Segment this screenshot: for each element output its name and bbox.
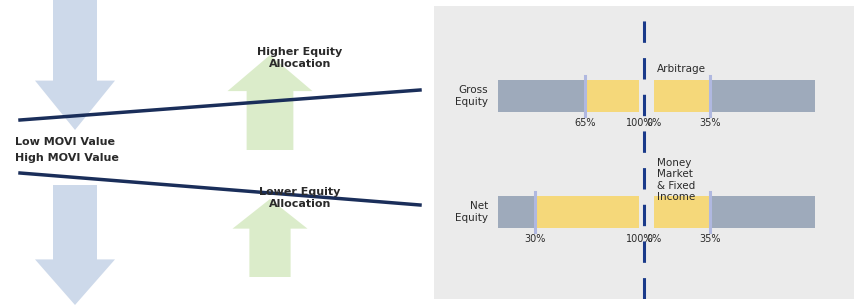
Bar: [586, 80, 639, 112]
Text: 100%: 100%: [625, 234, 653, 244]
Text: 30%: 30%: [524, 234, 545, 244]
Polygon shape: [228, 55, 312, 150]
Bar: [535, 196, 639, 228]
Bar: [654, 80, 710, 112]
Bar: [654, 196, 710, 228]
Text: 35%: 35%: [699, 234, 721, 244]
Text: 35%: 35%: [699, 118, 721, 128]
Text: Net
Equity: Net Equity: [455, 201, 488, 223]
Text: Money
Market
& Fixed
Income: Money Market & Fixed Income: [657, 158, 695, 202]
Text: Lower Equity
Allocation: Lower Equity Allocation: [260, 187, 341, 209]
Text: Gross
Equity: Gross Equity: [455, 85, 488, 107]
Text: 100%: 100%: [625, 118, 653, 128]
Text: Higher Equity
Allocation: Higher Equity Allocation: [257, 47, 342, 69]
Polygon shape: [35, 185, 115, 305]
Bar: [710, 196, 815, 228]
Bar: [710, 80, 815, 112]
Bar: [498, 80, 586, 112]
Text: 0%: 0%: [646, 234, 661, 244]
FancyBboxPatch shape: [432, 4, 856, 302]
Polygon shape: [35, 0, 115, 130]
Text: 65%: 65%: [574, 118, 596, 128]
Polygon shape: [232, 199, 308, 277]
Bar: [498, 196, 535, 228]
Text: 0%: 0%: [646, 118, 661, 128]
Text: Arbitrage: Arbitrage: [657, 64, 706, 74]
Text: Low MOVI Value: Low MOVI Value: [15, 137, 115, 147]
Text: High MOVI Value: High MOVI Value: [15, 153, 119, 163]
